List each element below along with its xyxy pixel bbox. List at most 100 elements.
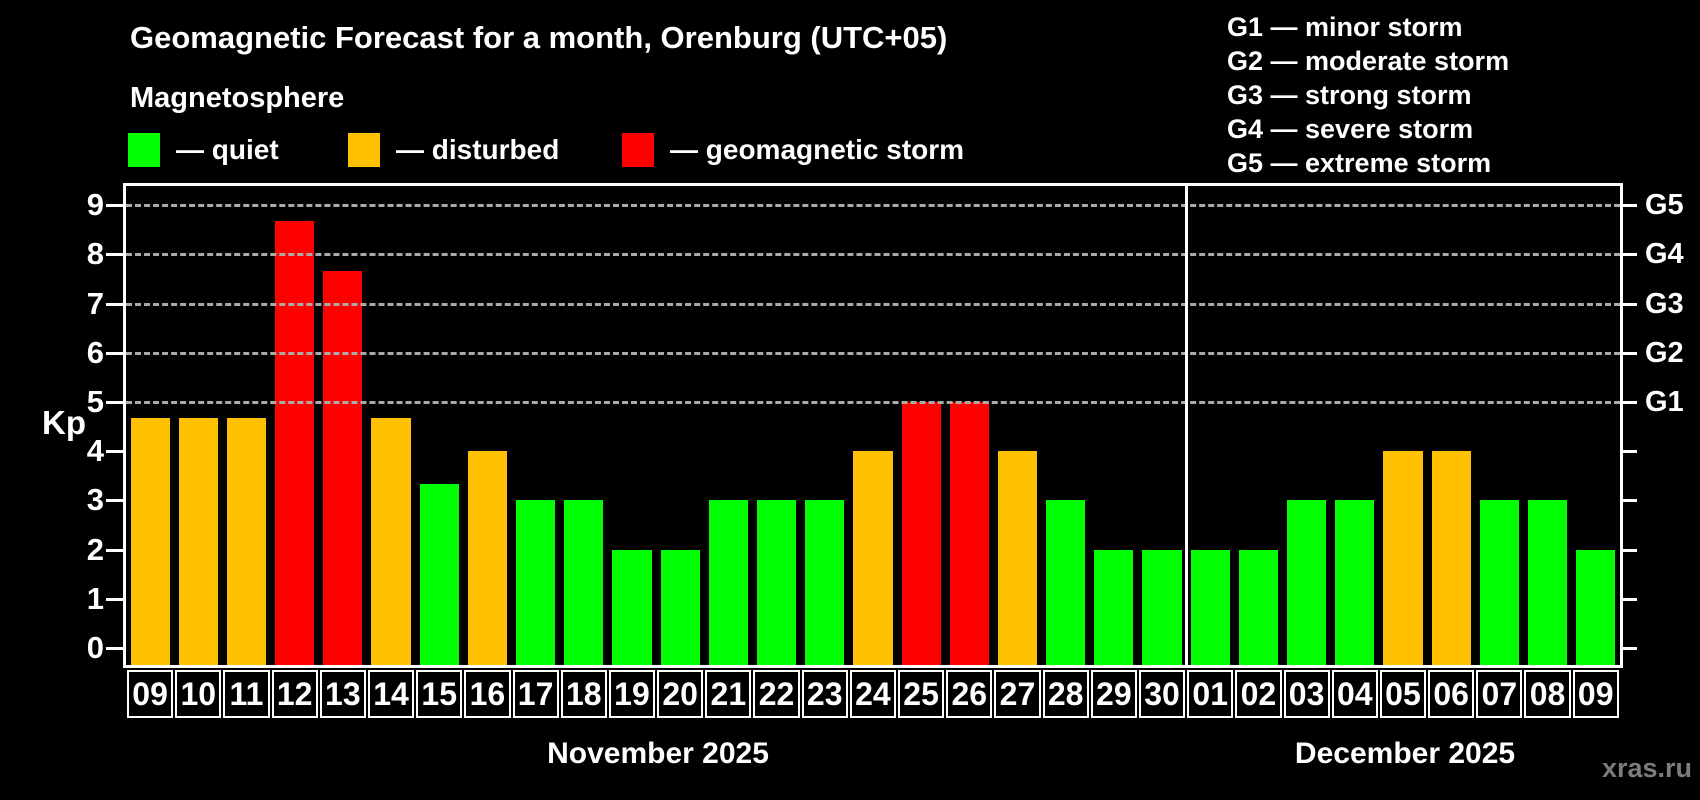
g-axis-label-g5: G5 [1645,189,1684,222]
bar-november-29 [1094,549,1134,665]
g-scale-legend: G1 — minor storm G2 — moderate storm G3 … [1227,10,1509,180]
bar-november-09 [130,418,170,665]
legend-label-storm: — geomagnetic storm [670,134,965,165]
bar-slot [1427,186,1475,665]
watermark: xras.ru [1601,753,1692,783]
gridline-kp5 [126,401,1620,404]
bar-november-21 [708,500,748,665]
day-label-14: 14 [367,670,415,718]
bar-slot [1186,186,1234,665]
bar-november-18 [564,500,604,665]
bar-slot [271,186,319,665]
bar-december-03 [1287,500,1327,665]
day-label-06: 06 [1428,670,1475,718]
bar-november-13 [323,270,363,665]
bar-december-01 [1190,549,1230,665]
chart-subtitle: Magnetosphere [130,82,345,114]
right-tick-4 [1620,450,1637,454]
day-label-19: 19 [608,670,656,718]
left-tick-0 [106,647,123,650]
y-tick-label-4: 4 [86,433,104,469]
y-tick-label-6: 6 [86,334,104,370]
right-tick-2 [1620,548,1637,552]
bar-slot [1572,186,1620,665]
bar-slot [1379,186,1427,665]
bar-december-05 [1383,451,1423,665]
bar-slot [704,186,752,665]
day-label-12: 12 [271,670,318,718]
day-label-30: 30 [1138,670,1186,718]
left-tick-1 [106,597,123,601]
right-tick-3 [1620,499,1637,503]
month-label-november: November 2025 [547,737,769,770]
bar-november-23 [805,500,845,665]
right-tick-9 [1620,204,1637,208]
g-axis-label-g3: G3 [1645,287,1684,320]
day-label-02: 02 [1235,670,1282,718]
bar-slot [849,186,897,665]
bar-slot [897,186,945,665]
bar-november-24 [853,451,893,665]
bar-november-25 [901,402,941,665]
right-tick-7 [1620,302,1637,306]
y-tick-label-3: 3 [86,482,104,518]
day-label-17: 17 [512,670,559,718]
bar-november-19 [612,549,652,665]
y-axis-label: Kp [42,404,86,441]
g3-legend-line: G3 — strong storm [1227,80,1472,110]
g2-legend-line: G2 — moderate storm [1227,46,1510,76]
bar-december-04 [1335,500,1375,665]
quiet-color-swatch [128,133,160,167]
bar-slot [126,186,174,665]
day-label-22: 22 [753,670,800,718]
legend-item-quiet: — quiet [128,132,279,168]
bar-november-16 [467,451,507,665]
day-label-18: 18 [560,670,607,718]
day-label-24: 24 [849,670,896,718]
bar-december-06 [1431,451,1471,665]
chart-title: Geomagnetic Forecast for a month, Orenbu… [130,20,948,55]
right-tick-1 [1620,597,1637,601]
day-label-20: 20 [657,670,704,718]
y-tick-label-9: 9 [86,187,104,223]
day-label-08: 08 [1524,670,1571,718]
gridline-kp7 [126,302,1620,306]
left-tick-8 [106,253,123,257]
day-label-13: 13 [319,670,366,718]
right-tick-5 [1620,401,1637,404]
month-label-december: December 2025 [1294,737,1516,770]
bar-slot [1234,186,1282,665]
gridline-kp9 [126,204,1620,208]
g1-legend-line: G1 — minor storm [1227,12,1463,42]
day-label-11: 11 [223,670,270,718]
day-label-07: 07 [1476,670,1523,718]
day-label-05: 05 [1379,670,1427,718]
bar-november-12 [275,221,315,665]
day-label-23: 23 [801,670,848,718]
left-tick-6 [106,351,123,355]
plot-frame [123,183,1623,668]
bar-november-17 [516,500,556,665]
gridline-kp8 [126,253,1620,257]
day-label-25: 25 [898,670,945,718]
bar-slot [1283,186,1331,665]
left-tick-7 [106,302,123,306]
left-tick-9 [106,204,123,208]
gridline-kp6 [126,351,1620,355]
day-label-15: 15 [416,670,463,718]
bar-december-08 [1527,500,1568,665]
bar-slot [560,186,608,665]
right-tick-6 [1620,351,1637,355]
bar-november-26 [949,402,989,665]
bar-november-30 [1142,549,1182,665]
bar-november-14 [371,418,411,665]
bar-slot [945,186,993,665]
bar-slot [752,186,800,665]
x-axis-day-labels: 09 10 11 12 13 14 15 16 17 18 19 20 21 22 23 24 25 26 27 28… [126,670,1620,719]
disturbed-color-swatch [348,133,380,167]
day-label-09: 09 [127,670,174,718]
bar-slot [222,186,270,665]
right-tick-8 [1620,253,1637,257]
bar-december-02 [1238,549,1278,665]
